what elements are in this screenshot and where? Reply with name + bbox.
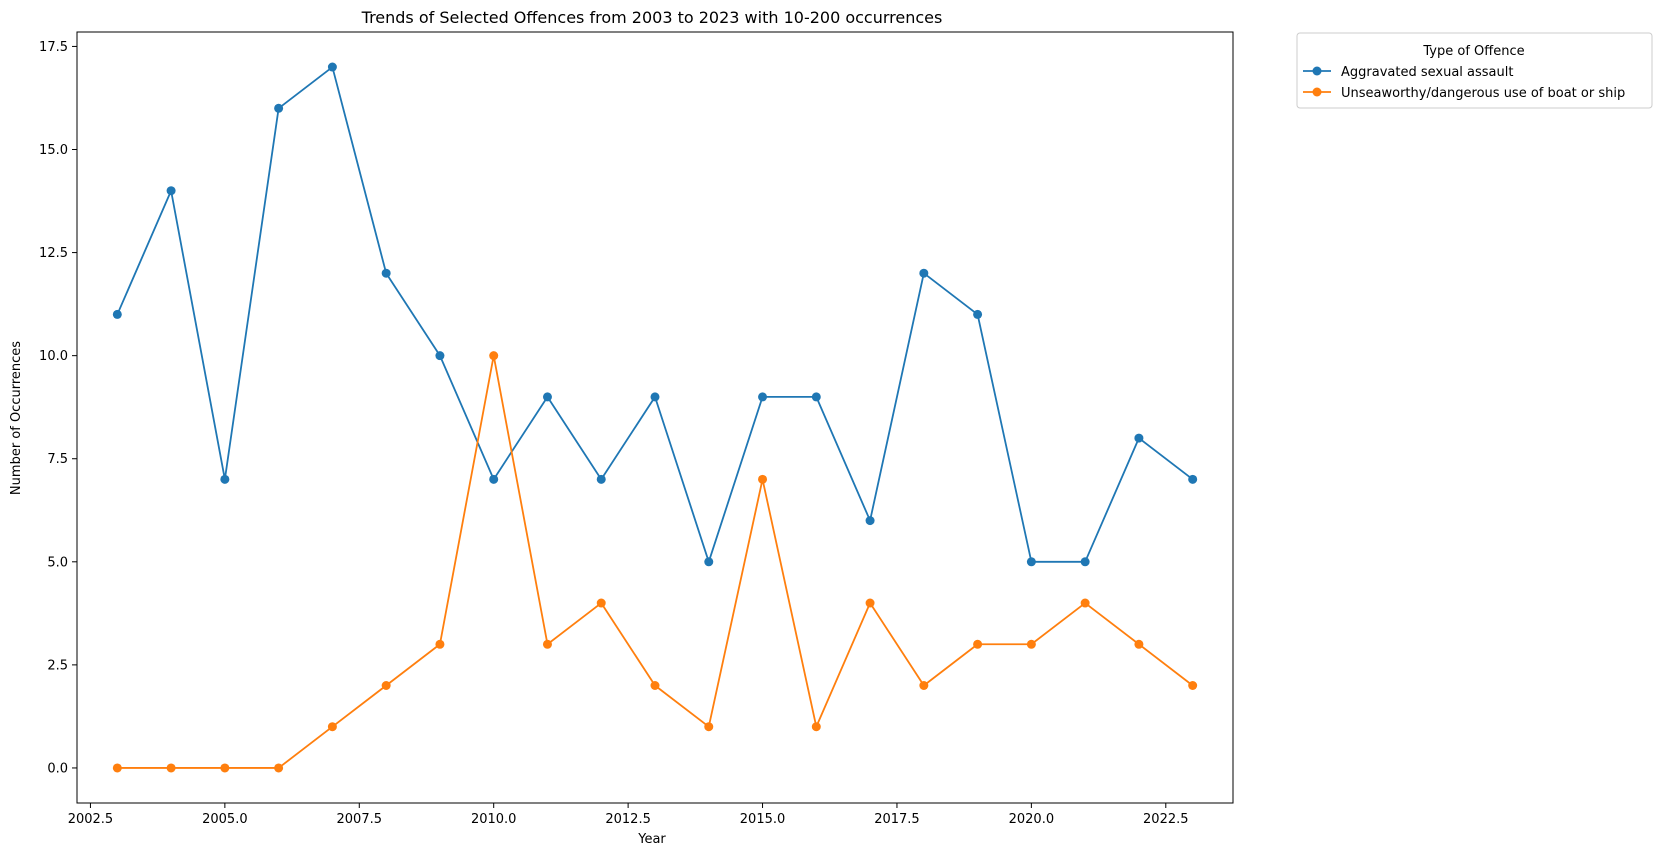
data-point <box>1026 557 1036 567</box>
data-point <box>973 309 983 319</box>
data-point <box>435 639 445 649</box>
data-point <box>327 62 337 72</box>
data-point <box>112 309 122 319</box>
y-tick-label: 7.5 <box>47 452 68 467</box>
x-tick-label: 2005.0 <box>202 812 248 827</box>
y-tick-label: 5.0 <box>47 555 68 570</box>
x-tick-label: 2007.5 <box>337 812 383 827</box>
x-tick-label: 2022.5 <box>1143 812 1189 827</box>
axes-frame <box>76 31 1234 804</box>
data-point <box>650 392 660 402</box>
legend-title: Type of Offence <box>1422 44 1524 59</box>
data-point <box>919 268 929 278</box>
legend-label: Aggravated sexual assault <box>1341 65 1513 80</box>
data-point <box>381 680 391 690</box>
x-tick-label: 2002.5 <box>68 812 114 827</box>
data-point <box>1134 433 1144 443</box>
data-point <box>489 474 499 484</box>
chart-title: Trends of Selected Offences from 2003 to… <box>361 8 943 27</box>
y-tick-label: 2.5 <box>47 658 68 673</box>
data-point <box>704 557 714 567</box>
data-point <box>542 639 552 649</box>
legend-swatch-marker <box>1312 87 1322 97</box>
data-point <box>1134 639 1144 649</box>
data-point <box>1188 680 1198 690</box>
data-point <box>112 763 122 773</box>
data-point <box>327 722 337 732</box>
data-point <box>220 474 230 484</box>
data-point <box>489 351 499 361</box>
data-point <box>704 722 714 732</box>
data-point <box>166 763 176 773</box>
data-point <box>973 639 983 649</box>
data-point <box>865 598 875 608</box>
y-tick-label: 17.5 <box>39 40 68 55</box>
data-point <box>274 763 284 773</box>
data-point <box>220 763 230 773</box>
y-tick-label: 15.0 <box>39 143 68 158</box>
data-point <box>1188 474 1198 484</box>
x-tick-label: 2020.0 <box>1009 812 1055 827</box>
x-tick-label: 2015.0 <box>740 812 786 827</box>
y-tick-label: 0.0 <box>47 761 68 776</box>
legend: Type of Offence Aggravated sexual assaul… <box>1296 32 1653 109</box>
data-point <box>758 474 768 484</box>
series-line-1 <box>116 66 1194 563</box>
data-point <box>596 598 606 608</box>
legend-label: Unseaworthy/dangerous use of boat or shi… <box>1341 86 1625 101</box>
legend-swatch-marker <box>1312 66 1322 76</box>
x-tick-label: 2012.5 <box>605 812 651 827</box>
data-point <box>811 722 821 732</box>
data-point <box>1026 639 1036 649</box>
legend-frame <box>1296 32 1653 109</box>
data-point <box>758 392 768 402</box>
x-tick-label: 2010.0 <box>471 812 517 827</box>
data-point <box>865 516 875 526</box>
data-point <box>274 103 284 113</box>
data-point <box>811 392 821 402</box>
y-tick-label: 12.5 <box>39 246 68 261</box>
y-tick-label: 10.0 <box>39 349 68 364</box>
y-axis-title: Number of Occurrences <box>9 341 24 495</box>
data-point <box>166 186 176 196</box>
plot-area: 2002.5 2005.0 2007.5 2010.0 2012.5 2015.0 2017… <box>39 31 1234 827</box>
data-point <box>435 351 445 361</box>
data-point <box>596 474 606 484</box>
x-tick-label: 2017.5 <box>874 812 920 827</box>
data-point <box>1080 598 1090 608</box>
data-point <box>1080 557 1090 567</box>
data-point <box>381 268 391 278</box>
data-point <box>919 680 929 690</box>
x-axis-title: Year <box>637 832 666 847</box>
data-point <box>542 392 552 402</box>
data-point <box>650 680 660 690</box>
